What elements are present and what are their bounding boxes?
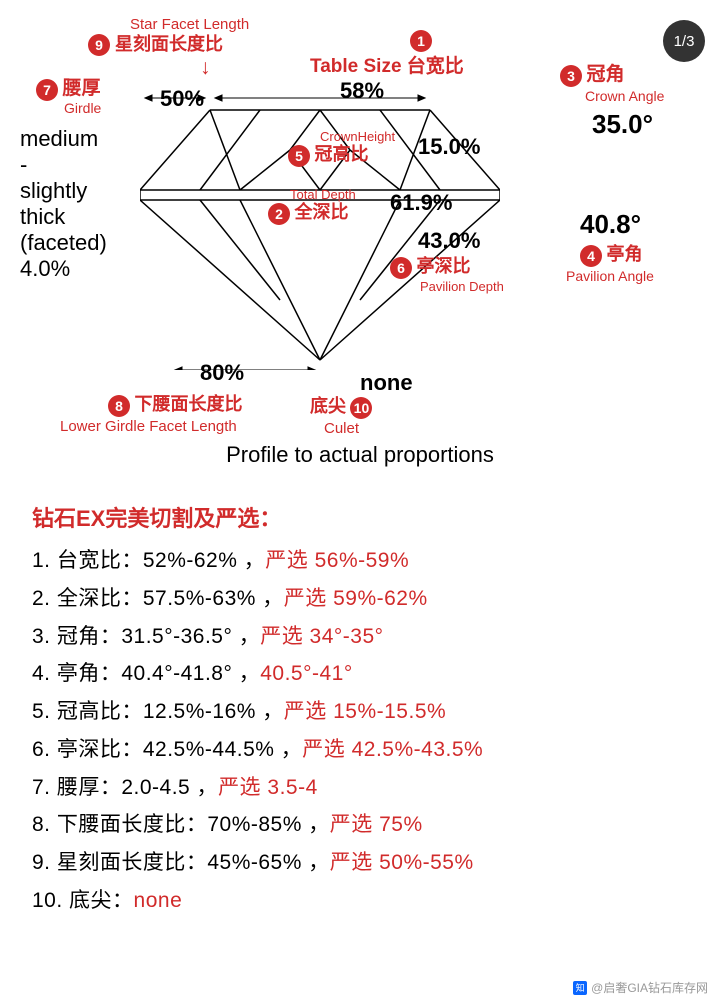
badge-2: 2 xyxy=(268,203,290,225)
badge-8: 8 xyxy=(108,395,130,417)
label-8: 8 下腰面长度比 xyxy=(108,394,242,417)
spec-row: 3. 冠角：31.5°-36.5° ，严选 34°-35° xyxy=(32,619,688,655)
badge-10: 10 xyxy=(350,397,372,419)
badge-4: 4 xyxy=(580,245,602,267)
badge-3: 3 xyxy=(560,65,582,87)
crown-angle-en: Crown Angle xyxy=(585,88,664,104)
culet-val: none xyxy=(360,370,413,395)
zhihu-icon: 知 xyxy=(573,981,587,995)
badge-5: 5 xyxy=(288,145,310,167)
label-2: 2 全深比 xyxy=(268,202,348,225)
label-6: 6 亭深比 xyxy=(390,256,470,279)
girdle-thick: thick xyxy=(20,204,65,229)
badge-7: 7 xyxy=(36,79,58,101)
label-5: 5 冠高比 xyxy=(288,144,368,167)
label-9: 9 星刻面长度比 xyxy=(88,34,223,56)
spec-row: 1. 台宽比：52%-62% ，严选 56%-59% xyxy=(32,543,688,579)
spec-row: 5. 冠高比：12.5%-16% ，严选 15%-15.5% xyxy=(32,694,688,730)
badge-6: 6 xyxy=(390,257,412,279)
label-3: 3 冠角 xyxy=(560,64,624,87)
girdle-pct: 4.0% xyxy=(20,256,70,281)
culet-en: Culet xyxy=(324,420,359,437)
pavilion-depth-val: 43.0% xyxy=(418,228,480,253)
girdle-med: medium xyxy=(20,126,98,151)
spec-row: 9. 星刻面长度比：45%-65% ，严选 50%-55% xyxy=(32,845,688,881)
label-1: 1 xyxy=(410,30,432,52)
star-facet-en: Star Facet Length xyxy=(130,16,249,33)
pavilion-depth-en: Pavilion Depth xyxy=(420,280,504,295)
spec-row: 6. 亭深比：42.5%-44.5% ，严选 42.5%-43.5% xyxy=(32,732,688,768)
girdle-en: Girdle xyxy=(64,100,101,116)
label-10: 底尖 10 xyxy=(310,396,372,419)
total-depth-en: Total Depth xyxy=(290,188,356,203)
total-depth-val: 61.9% xyxy=(390,190,452,215)
table-pct: 58% xyxy=(340,78,384,103)
spec-row: 4. 亭角：40.4°-41.8° ，40.5°-41° xyxy=(32,656,688,692)
girdle-faceted: (faceted) xyxy=(20,230,107,255)
spec-list: 钻石EX完美切割及严选： 1. 台宽比：52%-62% ，严选 56%-59%2… xyxy=(0,500,720,918)
watermark: 知 @启奢GIA钻石库存网 xyxy=(573,979,708,996)
diamond-diagram: Star Facet Length 9 星刻面长度比 ↓ 1 Table Siz… xyxy=(0,0,720,500)
crown-height-val: 15.0% xyxy=(418,134,480,159)
badge-1: 1 xyxy=(410,30,432,52)
star-pct: 50% xyxy=(160,86,204,111)
page-counter-badge: 1/3 xyxy=(663,20,705,62)
label-4: 4 亭角 xyxy=(580,244,642,267)
badge-9: 9 xyxy=(88,34,110,56)
list-title: 钻石EX完美切割及严选： xyxy=(32,500,688,537)
crown-angle-val: 35.0° xyxy=(592,110,653,140)
crown-height-en: CrownHeight xyxy=(320,130,395,145)
lower-girdle-en: Lower Girdle Facet Length xyxy=(60,418,237,435)
pavilion-angle-en: Pavilion Angle xyxy=(566,268,654,284)
pavilion-angle-val: 40.8° xyxy=(580,210,641,240)
lower-girdle-pct: 80% xyxy=(200,360,244,385)
girdle-dash: - xyxy=(20,152,27,177)
spec-row: 8. 下腰面长度比：70%-85% ，严选 75% xyxy=(32,807,688,843)
table-size-label: Table Size 台宽比 xyxy=(310,56,464,78)
arrow-down: ↓ xyxy=(200,56,211,80)
girdle-slightly: slightly xyxy=(20,178,87,203)
spec-row: 2. 全深比：57.5%-63% ，严选 59%-62% xyxy=(32,581,688,617)
spec-row: 10. 底尖：none xyxy=(32,883,688,919)
spec-row: 7. 腰厚：2.0-4.5 ，严选 3.5-4 xyxy=(32,770,688,806)
diagram-caption: Profile to actual proportions xyxy=(0,442,720,468)
label-7: 7 腰厚 xyxy=(36,78,100,101)
